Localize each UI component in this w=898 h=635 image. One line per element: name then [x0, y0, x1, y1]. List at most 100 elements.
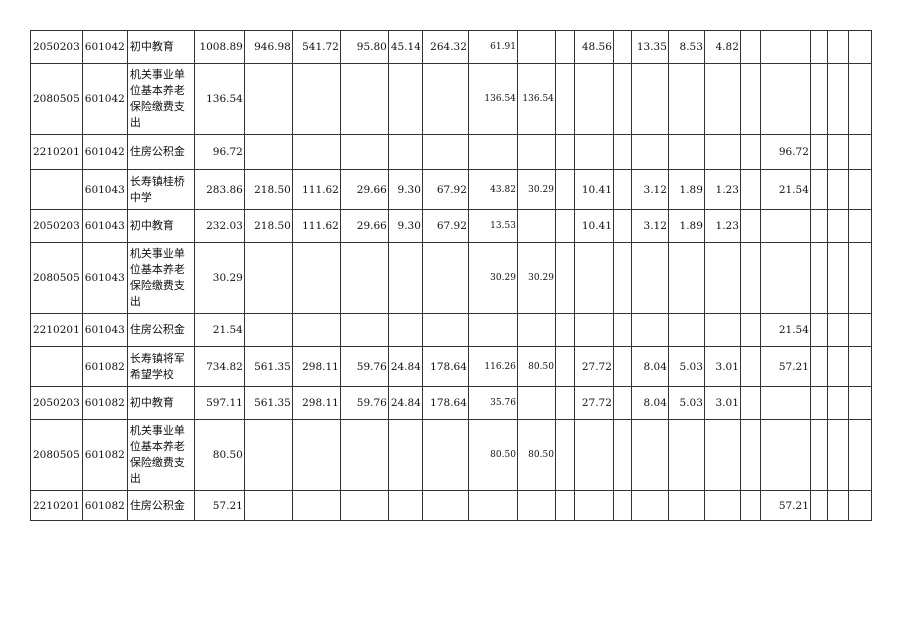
table-row: 2210201 601042 住房公积金 96.72 96.72 — [30, 134, 872, 170]
amount-cell: 264.32 — [421, 30, 469, 64]
amount-cell: 24.84 — [387, 386, 423, 420]
unit-code-cell: 601082 — [81, 386, 128, 420]
amount-cell: 136.54 — [193, 63, 245, 135]
amount-cell — [243, 313, 293, 347]
amount-cell — [339, 490, 389, 521]
amount-cell — [630, 242, 669, 314]
amount-cell — [809, 419, 828, 491]
amount-cell — [703, 63, 741, 135]
amount-cell — [291, 134, 341, 170]
amount-cell — [739, 169, 761, 210]
amount-cell — [291, 242, 341, 314]
amount-cell — [387, 242, 423, 314]
amount-cell: 1008.89 — [193, 30, 245, 64]
amount-cell — [421, 490, 469, 521]
amount-cell — [291, 313, 341, 347]
amount-cell — [612, 242, 632, 314]
amount-cell — [516, 209, 556, 243]
amount-cell — [554, 30, 575, 64]
amount-cell: 3.12 — [630, 169, 669, 210]
amount-cell — [667, 134, 705, 170]
amount-cell — [467, 313, 518, 347]
amount-cell: 8.53 — [667, 30, 705, 64]
amount-cell — [667, 242, 705, 314]
amount-cell — [826, 242, 849, 314]
budget-table: 2050203 601042 初中教育 1008.89 946.98 541.72 95.8… — [30, 30, 872, 521]
amount-cell: 3.12 — [630, 209, 669, 243]
amount-cell: 111.62 — [291, 209, 341, 243]
amount-cell — [826, 419, 849, 491]
function-code-cell: 2050203 — [30, 386, 83, 420]
amount-cell: 136.54 — [467, 63, 518, 135]
amount-cell — [516, 134, 556, 170]
amount-cell — [573, 242, 614, 314]
amount-cell — [573, 134, 614, 170]
table-row: 2050203 601082 初中教育 597.11 561.35 298.11 59.76… — [30, 386, 872, 420]
amount-cell — [826, 30, 849, 64]
amount-cell — [243, 490, 293, 521]
amount-cell — [739, 346, 761, 387]
amount-cell — [554, 242, 575, 314]
amount-cell — [612, 346, 632, 387]
table-row: 2210201 601043 住房公积金 21.54 21.54 — [30, 313, 872, 347]
amount-cell — [826, 386, 849, 420]
unit-code-cell: 601042 — [81, 134, 128, 170]
table-row: 2080505 601042 机关事业单位基本养老保险缴费支出 136.54 136.5… — [30, 63, 872, 135]
amount-cell — [703, 242, 741, 314]
item-name-cell: 初中教育 — [126, 386, 195, 420]
item-name-cell: 机关事业单位基本养老保险缴费支出 — [126, 63, 195, 135]
amount-cell — [573, 313, 614, 347]
amount-cell — [554, 134, 575, 170]
amount-cell — [759, 30, 811, 64]
item-name-cell: 住房公积金 — [126, 134, 195, 170]
amount-cell — [339, 242, 389, 314]
amount-cell — [243, 134, 293, 170]
amount-cell — [847, 169, 872, 210]
amount-cell — [554, 169, 575, 210]
amount-cell — [809, 134, 828, 170]
amount-cell — [809, 242, 828, 314]
amount-cell: 8.04 — [630, 386, 669, 420]
amount-cell — [630, 313, 669, 347]
amount-cell — [826, 63, 849, 135]
amount-cell: 178.64 — [421, 386, 469, 420]
amount-cell: 95.80 — [339, 30, 389, 64]
amount-cell — [703, 134, 741, 170]
table-row: 2050203 601042 初中教育 1008.89 946.98 541.72 95.8… — [30, 30, 872, 64]
amount-cell — [759, 63, 811, 135]
amount-cell: 59.76 — [339, 386, 389, 420]
amount-cell — [703, 490, 741, 521]
table-row: 2080505 601082 机关事业单位基本养老保险缴费支出 80.50 80.50 8… — [30, 419, 872, 491]
amount-cell: 4.82 — [703, 30, 741, 64]
amount-cell — [554, 63, 575, 135]
amount-cell — [516, 313, 556, 347]
amount-cell — [421, 63, 469, 135]
function-code-cell: 2050203 — [30, 30, 83, 64]
amount-cell: 1.23 — [703, 169, 741, 210]
amount-cell — [739, 134, 761, 170]
amount-cell — [847, 134, 872, 170]
amount-cell — [847, 30, 872, 64]
amount-cell — [739, 63, 761, 135]
amount-cell: 30.29 — [467, 242, 518, 314]
amount-cell — [630, 419, 669, 491]
amount-cell — [667, 419, 705, 491]
amount-cell: 111.62 — [291, 169, 341, 210]
amount-cell — [467, 490, 518, 521]
amount-cell — [421, 313, 469, 347]
amount-cell: 67.92 — [421, 209, 469, 243]
amount-cell: 298.11 — [291, 386, 341, 420]
amount-cell — [809, 490, 828, 521]
function-code-cell: 2210201 — [30, 134, 83, 170]
amount-cell — [826, 209, 849, 243]
amount-cell — [243, 63, 293, 135]
unit-code-cell: 601042 — [81, 30, 128, 64]
amount-cell: 13.53 — [467, 209, 518, 243]
amount-cell — [759, 419, 811, 491]
table-row: 601043 长寿镇桂桥中学 283.86 218.50 111.62 29.66 9.30… — [30, 169, 872, 210]
amount-cell — [759, 209, 811, 243]
amount-cell — [809, 209, 828, 243]
amount-cell — [703, 419, 741, 491]
function-code-cell: 2080505 — [30, 63, 83, 135]
amount-cell: 13.35 — [630, 30, 669, 64]
